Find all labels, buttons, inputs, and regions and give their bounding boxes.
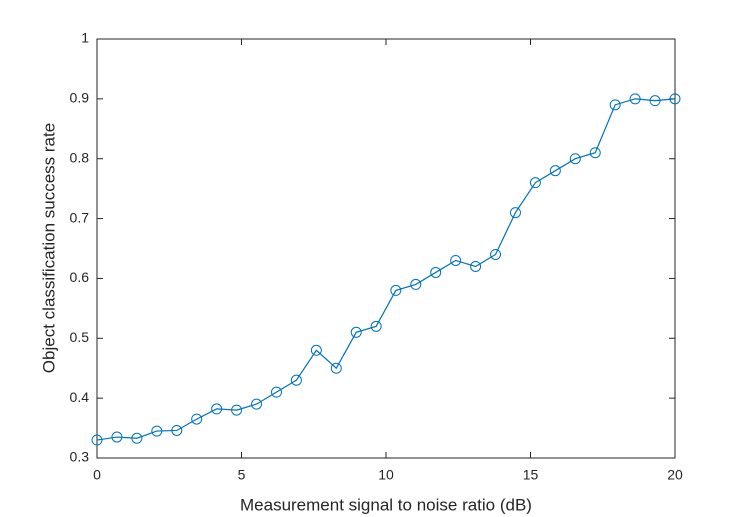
x-tick-label: 5 bbox=[238, 467, 246, 483]
data-point bbox=[270, 386, 282, 398]
data-point bbox=[350, 326, 362, 338]
x-tick-label: 15 bbox=[523, 467, 539, 483]
data-point bbox=[151, 425, 163, 437]
data-point bbox=[589, 147, 601, 159]
data-point bbox=[91, 434, 103, 446]
y-tick-label: 1 bbox=[81, 30, 89, 46]
y-axis-label: Object classification success rate bbox=[39, 123, 58, 373]
data-point bbox=[390, 284, 402, 296]
y-tick-label: 0.8 bbox=[70, 149, 90, 165]
data-point bbox=[251, 398, 263, 410]
data-point bbox=[231, 404, 243, 416]
y-tick-label: 0.6 bbox=[70, 269, 90, 285]
x-axis-label: Measurement signal to noise ratio (dB) bbox=[240, 495, 532, 514]
data-point bbox=[111, 431, 123, 443]
data-point bbox=[609, 99, 621, 111]
data-point bbox=[450, 254, 462, 266]
y-tick-label: 0.4 bbox=[70, 389, 90, 405]
x-tick-label: 10 bbox=[378, 467, 394, 483]
data-point bbox=[669, 93, 681, 105]
data-line bbox=[96, 98, 676, 441]
data-point bbox=[490, 248, 502, 260]
data-point bbox=[310, 344, 322, 356]
data-point bbox=[410, 278, 422, 290]
data-point bbox=[191, 413, 203, 425]
data-point bbox=[211, 403, 223, 415]
data-point bbox=[370, 320, 382, 332]
y-tick-label: 0.5 bbox=[70, 329, 90, 345]
data-point bbox=[649, 95, 661, 107]
x-tick-label: 0 bbox=[93, 467, 101, 483]
data-point bbox=[290, 374, 302, 386]
data-point bbox=[549, 165, 561, 177]
data-point bbox=[330, 362, 342, 374]
y-tick-label: 0.7 bbox=[70, 209, 90, 225]
data-point bbox=[470, 260, 482, 272]
data-point bbox=[131, 432, 143, 444]
y-tick-label: 0.9 bbox=[70, 90, 90, 106]
axes-box bbox=[96, 38, 676, 459]
data-point bbox=[171, 424, 183, 436]
y-tick-label: 0.3 bbox=[70, 449, 90, 465]
data-point bbox=[509, 207, 521, 219]
data-point bbox=[569, 153, 581, 165]
data-point bbox=[430, 266, 442, 278]
data-point bbox=[629, 93, 641, 105]
x-tick-label: 20 bbox=[667, 467, 683, 483]
data-point bbox=[529, 177, 541, 189]
